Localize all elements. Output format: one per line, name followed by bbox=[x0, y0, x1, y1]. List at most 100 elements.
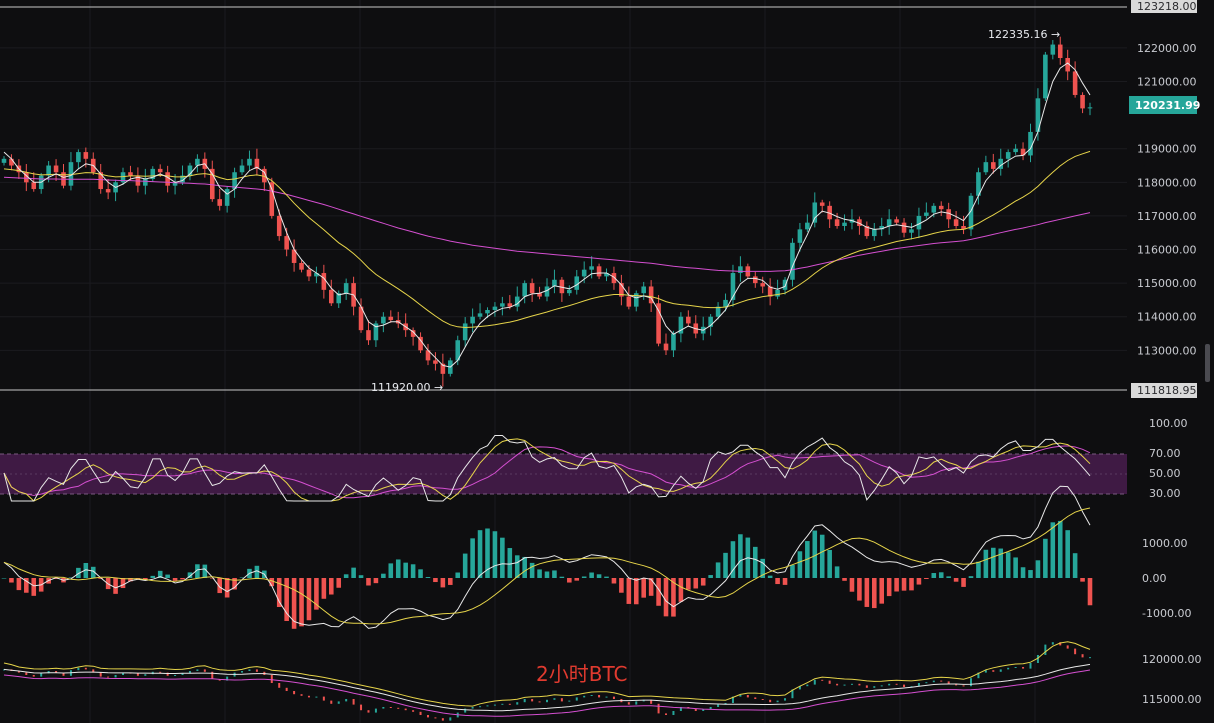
last-price-label: 120231.99 bbox=[1135, 99, 1200, 112]
macd-tick-label: 1000.00 bbox=[1142, 537, 1188, 550]
overview-candle bbox=[144, 674, 147, 676]
overview-candle bbox=[538, 701, 541, 703]
macd-bar bbox=[209, 578, 215, 579]
rsi-tick-label: 70.00 bbox=[1149, 447, 1181, 460]
candle-body bbox=[812, 202, 818, 223]
macd-bar bbox=[492, 531, 498, 578]
macd-bar bbox=[834, 566, 840, 578]
macd-bar bbox=[931, 573, 937, 578]
rsi-panel[interactable]: 100.00 70.00 50.00 30.00 bbox=[0, 417, 1188, 502]
candle-body bbox=[983, 162, 989, 173]
macd-bar bbox=[433, 578, 438, 583]
rsi-tick-label: 50.00 bbox=[1149, 467, 1181, 480]
macd-bar bbox=[686, 578, 691, 590]
macd-bar bbox=[195, 564, 200, 578]
overview-candle bbox=[322, 696, 325, 701]
macd-bar bbox=[596, 574, 602, 578]
price-tick-label: 118000.00 bbox=[1137, 176, 1197, 189]
candle-body bbox=[514, 296, 520, 307]
candle-body bbox=[604, 273, 609, 277]
candle-body bbox=[254, 158, 260, 169]
macd-bar bbox=[395, 559, 401, 578]
macd-bar bbox=[775, 578, 780, 585]
candle-body bbox=[143, 178, 148, 186]
ma-mid-line bbox=[3, 150, 1091, 329]
overview-candle bbox=[575, 697, 578, 701]
grid-lines bbox=[0, 0, 1127, 723]
overview-candle bbox=[464, 708, 467, 713]
overview-candle bbox=[813, 679, 816, 685]
candle-body bbox=[611, 273, 617, 284]
macd-bar bbox=[619, 578, 624, 593]
overview-candle bbox=[122, 672, 125, 675]
overview-candle bbox=[1081, 654, 1084, 658]
overview-candle bbox=[702, 709, 705, 711]
price-tick-label: 117000.00 bbox=[1137, 210, 1197, 223]
candle-body bbox=[105, 189, 111, 193]
overview-candle bbox=[568, 700, 571, 702]
overview-candle bbox=[769, 699, 772, 703]
candle-body bbox=[195, 158, 200, 166]
candle-body bbox=[462, 323, 468, 341]
candle-body bbox=[1013, 148, 1018, 153]
candle-body bbox=[633, 293, 639, 307]
price-axis[interactable]: 123218.00 122000.00 121000.00 119000.00 118… bbox=[1129, 0, 1210, 398]
rsi-band bbox=[0, 454, 1127, 494]
macd-bar bbox=[24, 578, 29, 593]
overview-candle bbox=[412, 710, 415, 712]
overview-candle bbox=[650, 699, 653, 704]
macd-bar bbox=[232, 578, 237, 590]
candle-body bbox=[120, 172, 126, 183]
overview-candle bbox=[196, 669, 199, 671]
overview-candle bbox=[374, 708, 377, 713]
price-panel[interactable]: 122335.16 → 111920.00 → bbox=[0, 6, 1127, 394]
candle-body bbox=[1035, 98, 1041, 132]
price-axis-scroll-handle[interactable] bbox=[1205, 344, 1210, 382]
candle-body bbox=[976, 172, 981, 196]
overview-candle bbox=[1051, 642, 1054, 645]
macd-bar bbox=[916, 578, 922, 585]
candle-body bbox=[663, 343, 669, 351]
macd-panel[interactable]: 1000.00 0.00 -1000.00 bbox=[1, 485, 1192, 629]
overview-lower-line bbox=[3, 669, 1091, 717]
macd-bar bbox=[738, 534, 743, 578]
macd-dif-line bbox=[3, 485, 1091, 629]
overview-candle bbox=[188, 671, 191, 674]
overview-candle bbox=[754, 697, 757, 699]
overview-candle bbox=[270, 675, 273, 683]
macd-bar bbox=[1050, 522, 1056, 578]
macd-bar bbox=[864, 578, 870, 607]
overview-candle bbox=[345, 699, 348, 702]
overview-candle bbox=[203, 669, 206, 672]
candle-body bbox=[522, 283, 527, 297]
macd-bar bbox=[842, 578, 847, 581]
overview-candle bbox=[672, 711, 675, 715]
macd-bar bbox=[418, 569, 423, 578]
overview-candle bbox=[598, 695, 601, 698]
macd-bar bbox=[574, 578, 580, 581]
candle-body bbox=[760, 283, 766, 287]
overview-candle bbox=[77, 667, 80, 671]
candle-body bbox=[46, 165, 51, 176]
candle-body bbox=[998, 158, 1004, 169]
overview-candle bbox=[969, 678, 972, 687]
macd-bar bbox=[901, 578, 907, 591]
overview-tick-label: 120000.00 bbox=[1142, 653, 1202, 666]
macd-bar bbox=[53, 578, 59, 579]
macd-bar bbox=[269, 578, 275, 587]
candle-body bbox=[552, 279, 557, 287]
candle-body bbox=[730, 273, 736, 300]
overview-candle bbox=[441, 718, 444, 721]
candle-body bbox=[83, 152, 89, 159]
candle-body bbox=[269, 182, 275, 216]
overview-candle bbox=[977, 672, 980, 679]
overview-candle bbox=[679, 707, 682, 711]
overview-panel[interactable]: 120000.00 115000.00 2小时BTC bbox=[3, 641, 1202, 721]
candle-body bbox=[596, 266, 602, 277]
macd-bar bbox=[819, 534, 825, 578]
macd-bar bbox=[448, 578, 453, 585]
candle-body bbox=[9, 158, 14, 166]
overview-tick-labels: 120000.00 115000.00 bbox=[1142, 653, 1202, 706]
